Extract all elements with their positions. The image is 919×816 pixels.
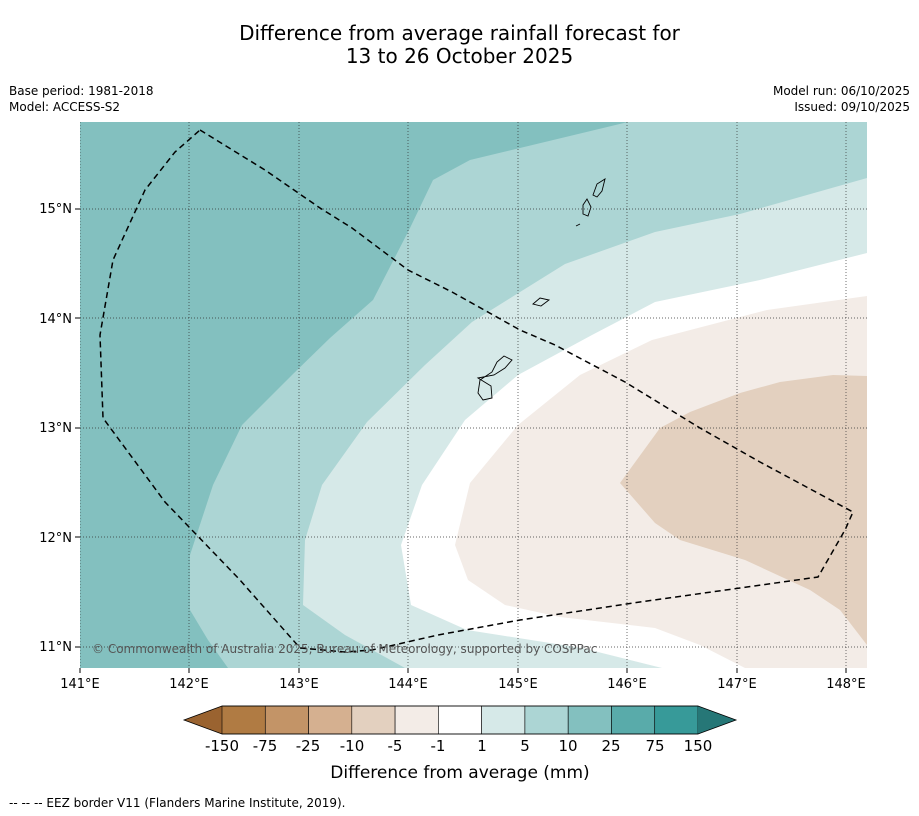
colorbar-cell <box>524 705 569 735</box>
colorbar-cell <box>351 705 396 735</box>
title-line-1: Difference from average rainfall forecas… <box>239 21 680 45</box>
meta-right: Model run: 06/10/2025 Issued: 09/10/2025 <box>773 83 910 115</box>
lon-label-145e: 145°E <box>498 677 538 692</box>
colorbar-cell <box>481 705 526 735</box>
cb-tick-label: 75 <box>645 737 664 755</box>
lat-label-13n: 13°N <box>39 421 72 436</box>
colorbar: -150 -75 -25 -10 -5 -1 1 5 10 25 75 150 … <box>182 705 738 783</box>
lon-label-144e: 144°E <box>388 677 428 692</box>
island-guam <box>476 355 513 401</box>
lon-labels: 141°E 142°E 143°E 144°E 145°E 146°E 147°… <box>60 677 866 692</box>
lat-label-12n: 12°N <box>39 531 72 546</box>
island-saipan <box>592 178 606 198</box>
cb-tick-label: -5 <box>388 737 403 755</box>
cb-tick-label: 10 <box>558 737 577 755</box>
cb-tick-label: -1 <box>431 737 446 755</box>
colorbar-extend-high <box>698 706 736 734</box>
colorbar-extend-low <box>184 706 222 734</box>
colorbar-cells <box>221 705 699 735</box>
cb-tick-label: 5 <box>520 737 530 755</box>
lon-label-142e: 142°E <box>169 677 209 692</box>
lon-label-146e: 146°E <box>607 677 647 692</box>
island-rota <box>532 297 551 307</box>
chart-title: Difference from average rainfall forecas… <box>0 22 919 68</box>
rainfall-map: © Commonwealth of Australia 2025, Bureau… <box>80 122 867 668</box>
colorbar-title: Difference from average (mm) <box>330 763 589 783</box>
island-aguijan <box>575 223 581 227</box>
lat-label-15n: 15°N <box>39 202 72 217</box>
issued-date: Issued: 09/10/2025 <box>794 100 910 114</box>
band-minus10-to-minus5 <box>620 375 867 645</box>
base-period: Base period: 1981-2018 <box>9 84 154 98</box>
lon-label-141e: 141°E <box>60 677 100 692</box>
cb-tick-label: -25 <box>296 737 321 755</box>
meta-left: Base period: 1981-2018 Model: ACCESS-S2 <box>9 83 154 115</box>
colorbar-cell <box>394 705 439 735</box>
colorbar-cell <box>438 705 482 735</box>
graticule <box>80 122 867 668</box>
lon-label-148e: 148°E <box>826 677 866 692</box>
lat-label-14n: 14°N <box>39 312 72 327</box>
cb-tick-label: 150 <box>684 737 713 755</box>
axis-ticks <box>75 208 847 673</box>
title-line-2: 13 to 26 October 2025 <box>345 44 574 68</box>
colorbar-tick-labels: -150 -75 -25 -10 -5 -1 1 5 10 25 75 150 <box>205 737 712 755</box>
colorbar-cell <box>308 705 353 735</box>
colorbar-cell <box>611 705 656 735</box>
island-tinian <box>582 198 592 217</box>
copyright-text: © Commonwealth of Australia 2025, Bureau… <box>92 642 597 656</box>
islands <box>476 178 606 401</box>
model-run: Model run: 06/10/2025 <box>772 84 910 98</box>
colorbar-outline <box>182 705 738 735</box>
lon-label-147e: 147°E <box>717 677 757 692</box>
eez-border <box>99 129 854 653</box>
cb-tick-label: -150 <box>205 737 239 755</box>
eez-footnote: -- -- -- EEZ border V11 (Flanders Marine… <box>9 796 346 810</box>
colorbar-cell <box>654 705 699 735</box>
cb-tick-label: -75 <box>253 737 278 755</box>
lon-label-143e: 143°E <box>279 677 319 692</box>
colorbar-cell <box>221 705 266 735</box>
model-name: Model: ACCESS-S2 <box>9 100 121 114</box>
colorbar-cell <box>567 705 612 735</box>
cb-tick-label: 1 <box>477 737 487 755</box>
cb-tick-label: -10 <box>340 737 365 755</box>
cb-tick-label: 25 <box>601 737 620 755</box>
lat-labels: 15°N 14°N 13°N 12°N 11°N <box>39 202 72 655</box>
lat-label-11n: 11°N <box>39 640 72 655</box>
colorbar-cell <box>264 705 309 735</box>
